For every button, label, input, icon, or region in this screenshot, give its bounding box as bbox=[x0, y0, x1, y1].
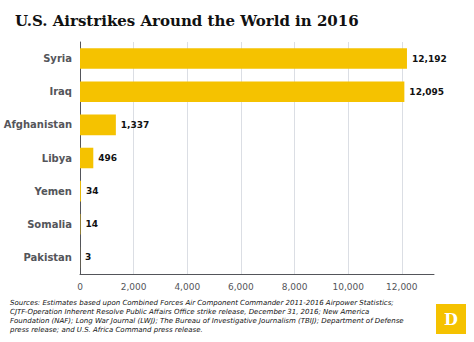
svg-text:D: D bbox=[444, 310, 458, 329]
svg-text:1,337: 1,337 bbox=[121, 120, 149, 130]
svg-text:Iraq: Iraq bbox=[49, 86, 72, 97]
svg-text:Yemen: Yemen bbox=[34, 186, 72, 197]
svg-text:Somalia: Somalia bbox=[27, 219, 72, 230]
svg-text:12,000: 12,000 bbox=[386, 282, 418, 292]
svg-text:2,000: 2,000 bbox=[121, 282, 147, 292]
svg-text:Pakistan: Pakistan bbox=[24, 252, 73, 263]
svg-text:Sources: Estimates based upon: Sources: Estimates based upon Combined F… bbox=[10, 299, 396, 307]
svg-text:496: 496 bbox=[98, 153, 117, 163]
svg-text:34: 34 bbox=[86, 186, 99, 196]
svg-text:6,000: 6,000 bbox=[228, 282, 254, 292]
svg-text:8,000: 8,000 bbox=[282, 282, 308, 292]
svg-text:Foundation (NAF); Long War Jou: Foundation (NAF); Long War Journal (LWJ)… bbox=[10, 317, 406, 325]
svg-text:Libya: Libya bbox=[42, 153, 72, 164]
svg-text:Afghanistan: Afghanistan bbox=[4, 119, 72, 130]
svg-text:14: 14 bbox=[85, 219, 98, 229]
svg-text:3: 3 bbox=[85, 252, 91, 262]
svg-text:4,000: 4,000 bbox=[174, 282, 200, 292]
svg-text:0: 0 bbox=[77, 282, 83, 292]
svg-text:CJTF-Operation Inherent Resolv: CJTF-Operation Inherent Resolve Public A… bbox=[10, 308, 372, 316]
svg-text:12,095: 12,095 bbox=[409, 87, 444, 97]
svg-text:12,192: 12,192 bbox=[412, 54, 447, 64]
svg-text:U.S. Airstrikes Around the Wor: U.S. Airstrikes Around the World in 2016 bbox=[15, 12, 359, 30]
svg-text:press release; and U.S. Africa: press release; and U.S. Africa Command p… bbox=[9, 326, 203, 334]
svg-text:Syria: Syria bbox=[43, 53, 72, 64]
svg-text:10,000: 10,000 bbox=[332, 282, 364, 292]
